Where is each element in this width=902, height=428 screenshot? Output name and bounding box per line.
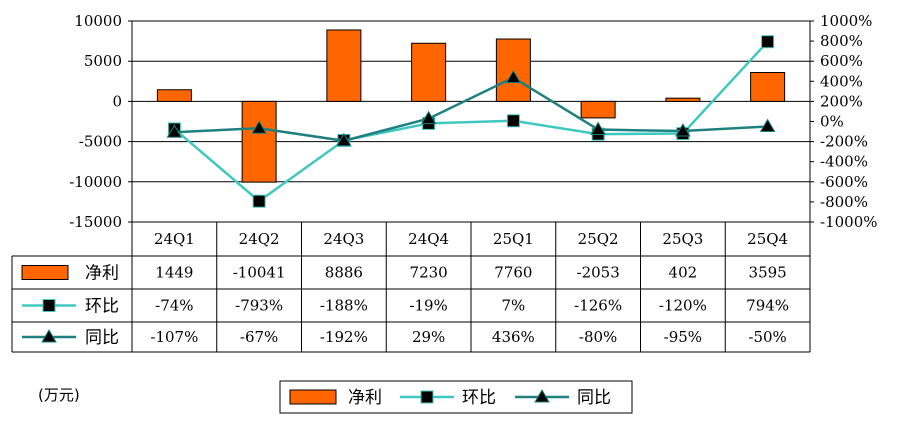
data-label-净利-24Q2: -10041 — [233, 264, 286, 282]
data-label-同比-25Q4: -50% — [748, 328, 786, 346]
right-tick-label: 200% — [820, 92, 863, 110]
data-label-同比-25Q3: -95% — [664, 328, 702, 346]
point-同比-25Q1 — [505, 69, 522, 84]
data-label-同比-25Q1: 436% — [492, 328, 535, 346]
right-tick-label: 1000% — [820, 12, 872, 30]
right-tick-label: 800% — [820, 32, 863, 50]
data-label-环比-25Q1: 7% — [501, 297, 525, 315]
data-label-环比-25Q3: -120% — [659, 297, 707, 315]
point-环比-25Q4 — [761, 35, 775, 49]
table-series-name: 环比 — [85, 297, 119, 317]
data-label-同比-24Q2: -67% — [240, 328, 278, 346]
category-label-25Q4: 25Q4 — [747, 230, 788, 248]
bar-25Q4 — [750, 71, 786, 102]
legend-label-净利: 净利 — [348, 388, 382, 408]
data-label-净利-25Q1: 7760 — [494, 264, 532, 282]
category-label-24Q4: 24Q4 — [408, 230, 449, 248]
category-label-25Q3: 25Q3 — [662, 230, 703, 248]
point-同比-24Q1 — [166, 124, 183, 138]
category-label-25Q1: 25Q1 — [493, 230, 534, 248]
table-key-环比-marker — [42, 299, 56, 312]
right-tick-label: 400% — [820, 72, 863, 90]
right-tick-label: -800% — [820, 193, 868, 211]
bar-25Q3 — [665, 97, 701, 102]
legend-key-净利 — [289, 389, 337, 405]
category-label-24Q1: 24Q1 — [154, 230, 195, 248]
data-label-净利-25Q3: 402 — [669, 264, 698, 282]
point-同比-24Q3 — [336, 132, 352, 147]
table-series-name: 同比 — [85, 328, 119, 348]
left-tick-label: 5000 — [84, 52, 122, 70]
category-label-24Q3: 24Q3 — [323, 230, 364, 248]
data-label-净利-25Q4: 3595 — [749, 264, 787, 282]
data-label-同比-24Q1: -107% — [150, 328, 198, 346]
table-key-环比 — [22, 299, 76, 312]
point-环比-24Q2 — [252, 194, 266, 208]
data-label-净利-24Q1: 1449 — [155, 264, 193, 282]
left-tick-label: 10000 — [74, 12, 122, 30]
line-环比 — [173, 40, 769, 203]
data-table: 24Q1 24Q2 24Q3 24Q4 25Q1 25Q2 25Q3 25Q4 净利 1449 -1… — [11, 221, 811, 353]
data-label-净利-24Q3: 8886 — [325, 264, 363, 282]
left-tick-label: -5000 — [79, 133, 122, 151]
bar-24Q4 — [411, 42, 447, 102]
table-key-净利 — [21, 265, 69, 280]
data-label-环比-24Q4: -19% — [409, 297, 447, 315]
data-label-环比-24Q2: -793% — [235, 297, 283, 315]
table-key-同比-marker — [41, 329, 57, 343]
data-label-环比-24Q3: -188% — [320, 297, 368, 315]
data-label-环比-25Q4: 794% — [746, 297, 789, 315]
legend-key-同比 — [515, 389, 569, 403]
axes: 10000 5000 0 -5000 -10000 -15000 1000% 800% 600%… — [69, 12, 877, 231]
point-环比-25Q1 — [506, 114, 520, 128]
bar-24Q3 — [326, 29, 362, 102]
bar-24Q2 — [241, 100, 277, 183]
right-tick-label: 0% — [820, 113, 844, 131]
left-tick-label: -15000 — [69, 213, 122, 231]
category-label-25Q2: 25Q2 — [578, 230, 619, 248]
right-tick-label: -1000% — [820, 213, 878, 231]
right-tick-label: -600% — [820, 173, 868, 191]
point-同比-25Q3 — [675, 123, 691, 137]
legend-key-环比 — [400, 390, 454, 404]
legend-label-同比: 同比 — [577, 388, 611, 408]
line-同比 — [174, 76, 768, 143]
category-label-24Q2: 24Q2 — [239, 230, 280, 248]
legend-box — [279, 380, 633, 414]
data-label-环比-25Q2: -126% — [574, 297, 622, 315]
data-label-环比-24Q1: -74% — [155, 297, 193, 315]
legend-key-环比-marker — [420, 390, 434, 404]
point-同比-24Q2 — [251, 120, 267, 134]
profit-bars — [156, 29, 786, 183]
bar-24Q1 — [156, 89, 192, 102]
data-label-净利-25Q2: -2053 — [577, 264, 620, 282]
point-同比-25Q4 — [759, 118, 776, 133]
point-同比-25Q2 — [590, 121, 606, 136]
point-同比-24Q4 — [420, 110, 437, 125]
bar-25Q2 — [580, 100, 616, 119]
legend-key-同比-marker — [534, 389, 550, 403]
table-series-name: 净利 — [85, 264, 119, 284]
legend-label-环比: 环比 — [462, 388, 496, 408]
bar-25Q1 — [495, 38, 531, 102]
right-tick-label: 600% — [820, 52, 863, 70]
right-tick-label: -200% — [820, 133, 868, 151]
left-tick-label: 0 — [112, 92, 122, 110]
data-label-净利-24Q4: 7230 — [410, 264, 448, 282]
data-label-同比-25Q2: -80% — [579, 328, 617, 346]
right-tick-label: -400% — [820, 153, 868, 171]
ratio-lines — [166, 35, 776, 208]
data-label-同比-24Q4: 29% — [412, 328, 445, 346]
left-tick-label: -10000 — [69, 173, 122, 191]
table-key-同比 — [22, 329, 76, 343]
data-label-同比-24Q3: -192% — [320, 328, 368, 346]
legend: 净利 环比 同比 — [279, 380, 633, 414]
unit-label: (万元) — [38, 386, 80, 404]
